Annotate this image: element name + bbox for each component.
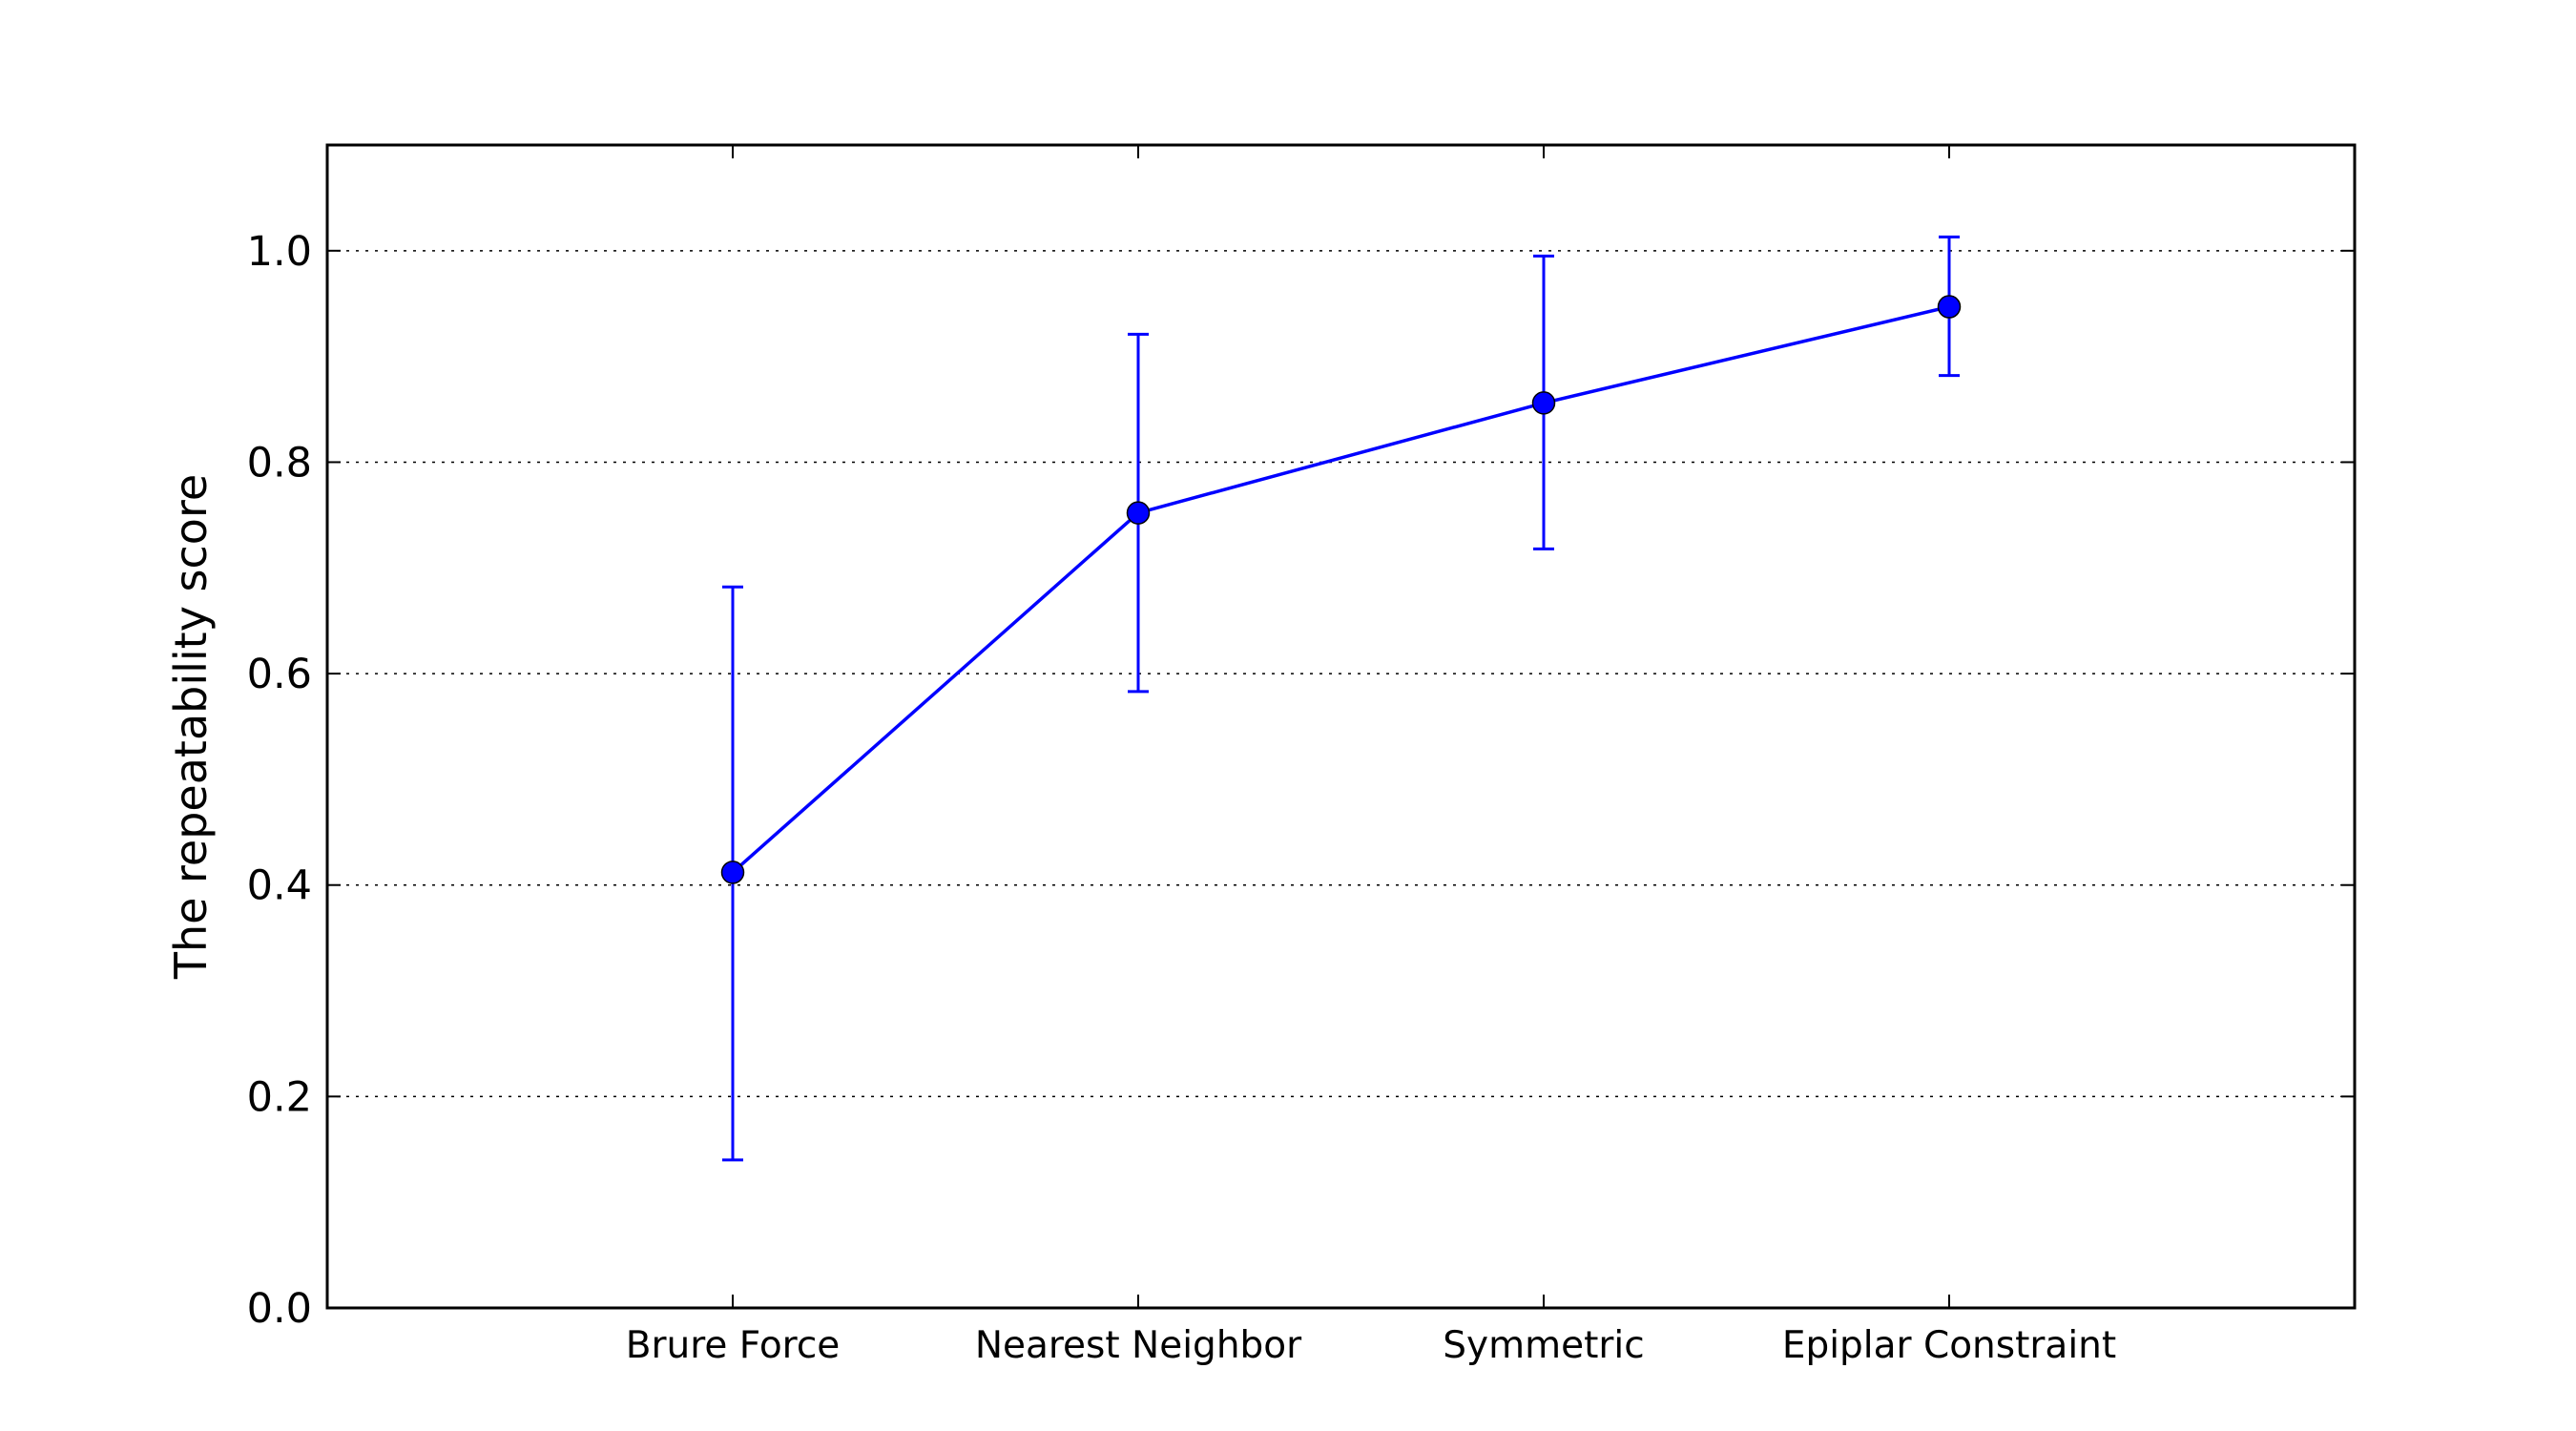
data-point [720,861,745,884]
data-point [1937,295,1962,319]
x-tick-label: Symmetric [1443,1324,1644,1367]
series-group [720,235,1962,1162]
grid-lines [327,250,2355,1098]
y-tick-label: 0.8 [247,439,312,487]
x-tick-label: Epiplar Constraint [1782,1324,2116,1367]
x-tick-label: Nearest Neighbor [975,1324,1302,1367]
axis-ticks: 0.0 0.2 0.4 0.6 0.8 1.0 Brure Force Nearest Nei… [247,145,2355,1367]
data-point [1531,391,1556,415]
y-tick-label: 0.0 [247,1285,312,1333]
series-line [731,304,1950,874]
x-tick-label: Brure Force [626,1324,841,1367]
data-point [1126,501,1151,525]
y-tick-label: 0.4 [247,862,312,910]
y-axis-label: The repeatability score [165,474,217,980]
y-tick-label: 0.2 [247,1073,312,1121]
y-tick-label: 1.0 [247,228,312,276]
plot-frame [325,143,2357,1310]
y-tick-label: 0.6 [247,651,312,698]
